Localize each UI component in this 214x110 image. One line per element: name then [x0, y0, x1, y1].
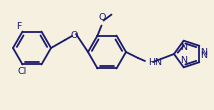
Text: N: N: [200, 48, 207, 57]
Text: O: O: [70, 30, 78, 39]
Text: Cl: Cl: [18, 67, 27, 76]
Text: N: N: [180, 43, 187, 52]
Text: F: F: [16, 22, 21, 31]
Text: O: O: [99, 13, 106, 22]
Text: HN: HN: [148, 58, 162, 67]
Text: N: N: [200, 51, 207, 60]
Text: N: N: [180, 56, 187, 65]
